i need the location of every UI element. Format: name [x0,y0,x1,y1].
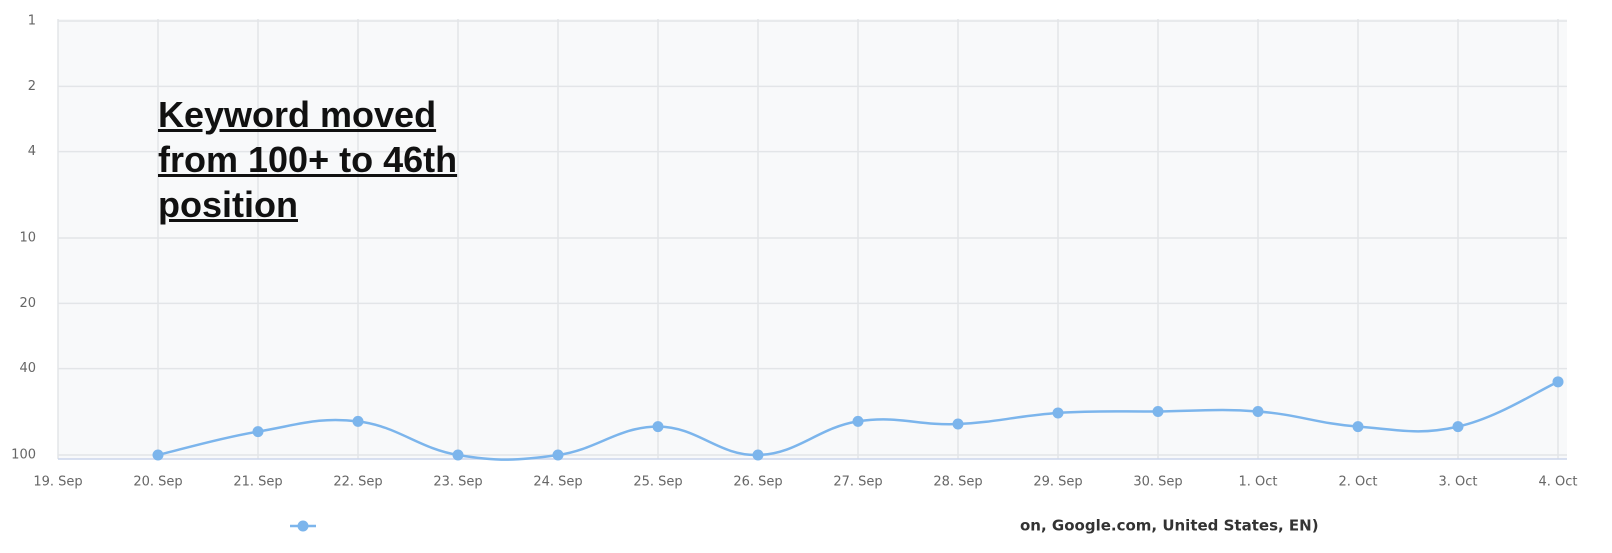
x-tick-label: 21. Sep [233,475,282,490]
x-tick-label: 2. Oct [1338,475,1377,490]
y-tick-label: 1 [28,14,36,29]
data-point [352,415,364,427]
data-point [152,449,164,461]
annotation: Keyword moved from 100+ to 46th position [158,94,458,225]
plot-background [58,19,1567,459]
x-tick-label: 26. Sep [733,475,782,490]
data-point [1452,421,1464,433]
data-point [852,415,864,427]
data-point [552,449,564,461]
y-tick-label: 10 [19,231,36,246]
y-tick-label: 40 [19,361,36,376]
data-point [952,418,964,430]
data-point [652,421,664,433]
y-tick-label: 20 [19,296,36,311]
legend-label: on, Google.com, United States, EN) [1020,517,1319,535]
x-tick-label: 23. Sep [433,475,482,490]
legend-symbol [297,520,309,532]
x-tick-label: 28. Sep [933,475,982,490]
x-tick-label: 1. Oct [1238,475,1277,490]
x-tick-label: 24. Sep [533,475,582,490]
data-point [752,449,764,461]
x-tick-label: 29. Sep [1033,475,1082,490]
data-point [1152,405,1164,417]
y-tick-label: 4 [28,144,36,159]
x-tick-label: 27. Sep [833,475,882,490]
data-point [252,426,264,438]
x-tick-label: 20. Sep [133,475,182,490]
y-tick-label: 100 [11,448,36,463]
data-point [452,449,464,461]
x-tick-label: 19. Sep [33,475,82,490]
data-point [1052,407,1064,419]
data-point [1252,405,1264,417]
x-tick-label: 30. Sep [1133,475,1182,490]
data-point [1352,421,1364,433]
x-tick-label: 3. Oct [1438,475,1477,490]
x-tick-label: 4. Oct [1538,475,1577,490]
y-tick-label: 2 [28,79,36,94]
data-point [1552,376,1564,388]
x-tick-label: 25. Sep [633,475,682,490]
x-tick-label: 22. Sep [333,475,382,490]
